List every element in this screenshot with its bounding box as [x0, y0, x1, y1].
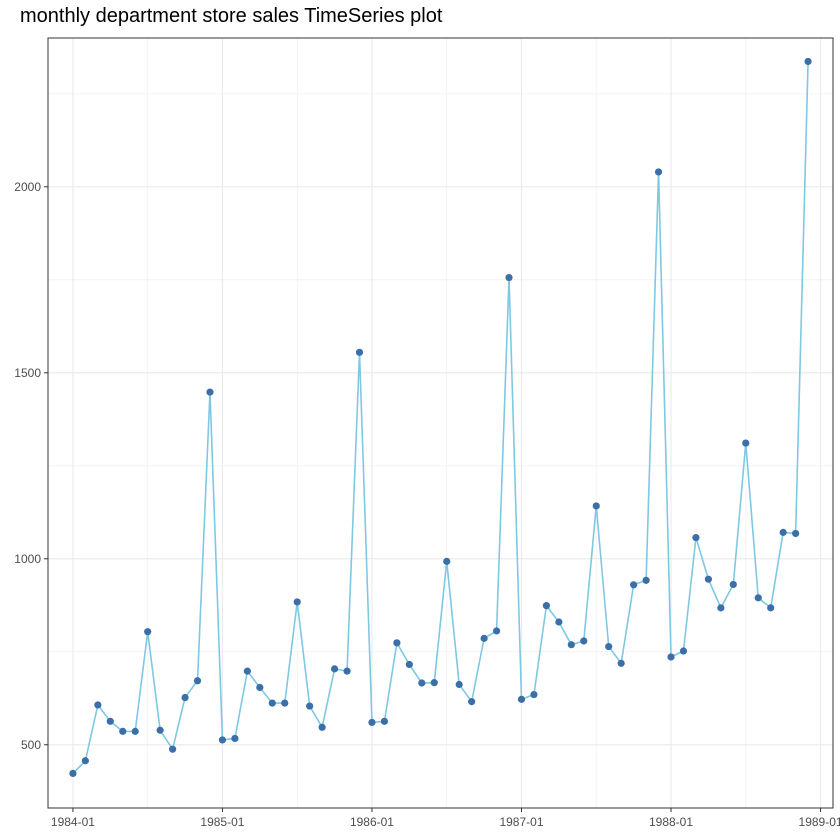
data-point-1987-10	[630, 581, 638, 589]
data-point-1984-09	[169, 745, 177, 753]
data-point-1986-06	[430, 679, 438, 687]
data-point-1985-03	[243, 667, 251, 675]
x-tick-label: 1984-01	[51, 815, 95, 829]
data-point-1984-01	[69, 769, 77, 778]
data-point-1986-01	[368, 718, 376, 727]
data-point-1985-02	[231, 734, 239, 743]
y-tick-label: 1500	[14, 366, 41, 380]
data-point-1986-07	[443, 557, 451, 565]
axis-ticks: 500 1000 1500 2000 1984-01 1985-01 1986-01 1987…	[14, 180, 840, 829]
data-point-1987-12	[654, 168, 663, 176]
data-point-1988-06	[729, 580, 737, 589]
data-point-1987-04	[555, 618, 563, 626]
data-points	[69, 57, 812, 778]
data-point-1985-04	[256, 683, 264, 692]
x-tick-label: 1987-01	[499, 815, 543, 829]
data-point-1985-10	[330, 665, 339, 673]
data-point-1986-12	[505, 273, 513, 282]
data-point-1984-08	[156, 726, 164, 734]
data-point-1985-07	[293, 598, 301, 606]
data-point-1984-10	[181, 693, 189, 702]
data-point-1985-11	[343, 667, 351, 675]
y-tick-label: 1000	[14, 552, 41, 566]
data-point-1988-09	[767, 604, 775, 612]
data-point-1986-03	[393, 639, 401, 647]
data-point-1986-02	[380, 717, 389, 725]
chart-title: monthly department store sales TimeSerie…	[20, 5, 443, 27]
data-point-1988-03	[692, 533, 700, 542]
data-point-1984-02	[81, 757, 89, 765]
data-point-1988-02	[679, 647, 688, 655]
data-point-1985-06	[281, 699, 289, 707]
series-line	[72, 61, 809, 774]
data-point-1985-05	[268, 699, 276, 707]
grid-lines	[48, 38, 833, 808]
data-point-1988-08	[754, 594, 762, 602]
x-tick-label: 1988-01	[649, 815, 693, 829]
data-point-1984-06	[131, 727, 139, 735]
data-point-1987-06	[580, 637, 588, 645]
y-tick-label: 2000	[14, 180, 41, 194]
data-point-1988-12	[804, 57, 812, 66]
data-point-1986-09	[468, 698, 476, 706]
data-point-1988-07	[742, 439, 750, 447]
data-point-1987-11	[642, 576, 650, 584]
panel-border	[47, 37, 834, 809]
data-point-1988-05	[717, 604, 725, 612]
data-point-1985-01	[218, 736, 227, 744]
data-point-1987-05	[567, 641, 575, 649]
data-point-1986-04	[405, 660, 413, 669]
data-point-1987-03	[542, 602, 551, 610]
x-tick-label: 1989-01	[799, 815, 840, 829]
data-point-1986-05	[418, 679, 426, 687]
data-point-1984-11	[193, 677, 202, 685]
data-point-1984-12	[206, 388, 214, 396]
data-point-1987-09	[617, 659, 625, 667]
data-point-1984-03	[94, 701, 102, 709]
data-point-1987-08	[605, 642, 613, 651]
data-point-1985-12	[355, 348, 364, 356]
data-point-1984-05	[119, 727, 127, 735]
data-point-1986-11	[492, 627, 501, 635]
data-point-1988-10	[779, 528, 787, 536]
data-point-1986-08	[455, 680, 463, 689]
x-tick-label: 1985-01	[200, 815, 244, 829]
data-point-1987-02	[530, 690, 538, 699]
data-point-1986-10	[480, 634, 488, 642]
data-point-1984-04	[106, 717, 114, 725]
data-point-1988-01	[667, 653, 675, 661]
data-point-1987-07	[592, 502, 600, 510]
series-line-group	[72, 61, 809, 774]
data-point-1985-08	[306, 702, 314, 710]
data-point-1988-04	[704, 575, 712, 583]
data-point-1987-01	[517, 695, 526, 703]
y-tick-label: 500	[21, 738, 41, 752]
data-point-1985-09	[318, 723, 326, 731]
data-point-1984-07	[144, 628, 152, 636]
data-point-1988-11	[792, 529, 800, 538]
x-tick-label: 1986-01	[350, 815, 394, 829]
